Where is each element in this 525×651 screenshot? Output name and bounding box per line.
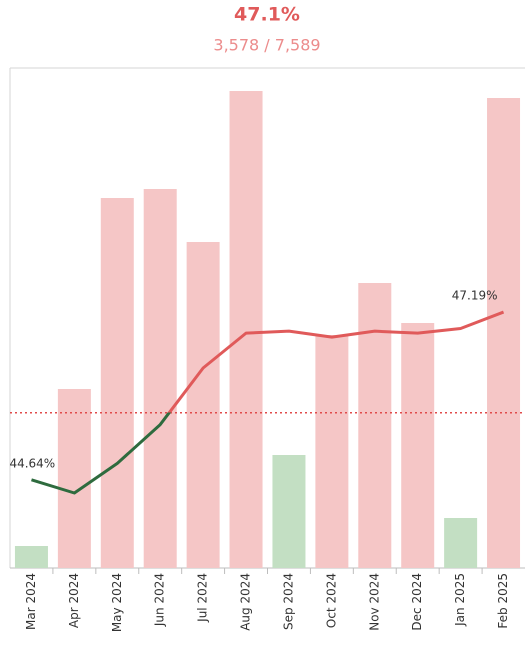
kpi-title: 47.1% [234,4,300,26]
bar [229,91,263,568]
x-tick-label: Feb 2025 [496,573,510,629]
bar [315,335,349,568]
bar [487,98,521,568]
x-tick-label: Mar 2024 [24,573,38,630]
data-label: 47.19% [452,289,498,303]
x-tick-label: Aug 2024 [239,573,253,631]
bar [358,283,392,568]
bar [57,389,91,568]
x-tick-label: Oct 2024 [324,573,338,628]
x-tick-label: Dec 2024 [410,573,424,631]
x-tick-label: Apr 2024 [67,573,81,628]
bar [100,198,134,568]
x-tick-label: Sep 2024 [281,573,295,630]
kpi-subtitle: 3,578 / 7,589 [213,36,320,55]
x-tick-label: Jul 2024 [196,573,210,623]
bar [444,518,478,568]
x-tick-label: Nov 2024 [367,573,381,631]
bar [401,323,435,568]
bar [143,189,177,568]
data-label: 44.64% [9,456,55,470]
x-tick-label: Jan 2025 [453,573,467,627]
line [31,310,505,495]
x-tick-label: May 2024 [110,573,124,632]
bar [14,546,48,568]
bar [272,455,306,568]
bar [186,242,220,568]
x-tick-label: Jun 2024 [153,573,167,627]
